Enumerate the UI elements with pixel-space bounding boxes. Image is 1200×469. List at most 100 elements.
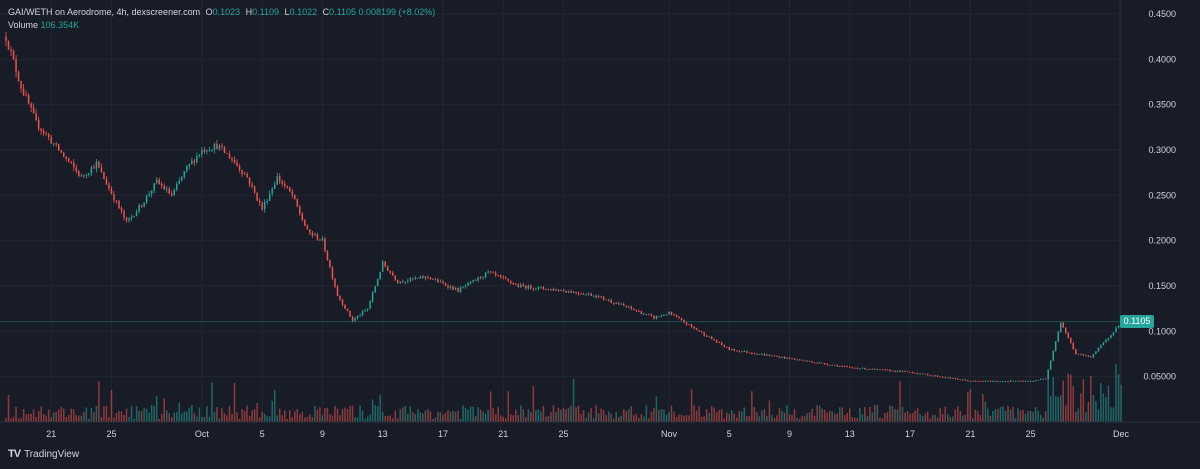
volume-bar [223, 413, 226, 422]
volume-bar [899, 381, 901, 422]
volume-bar [1042, 417, 1044, 422]
volume-bar [369, 414, 371, 422]
candle-body [140, 205, 143, 207]
volume-bar [605, 415, 607, 422]
volume-bar [919, 413, 921, 422]
candle-body [1102, 342, 1105, 346]
candle-body [253, 186, 256, 193]
volume-bar [63, 408, 65, 422]
candle-body [849, 366, 851, 368]
volume-bar [25, 414, 27, 422]
candle-body [663, 315, 665, 316]
volume-bar [407, 413, 409, 422]
x-tick-label: 25 [1026, 429, 1036, 439]
candle-body [1075, 349, 1077, 355]
volume-bar [773, 417, 776, 422]
volume-bar [374, 405, 376, 422]
candle-body [128, 218, 130, 221]
candle-body [889, 369, 891, 372]
volume-bar [921, 415, 924, 422]
volume-bar [326, 407, 329, 422]
volume-bar [1052, 376, 1054, 422]
volume-bar [828, 410, 831, 422]
volume-bar [783, 412, 786, 422]
candle-body [758, 354, 761, 356]
candle-body [612, 302, 615, 304]
volume-bar [429, 411, 432, 422]
candle-body [643, 314, 645, 315]
volume-bar [20, 418, 22, 422]
tradingview-logo[interactable]: TV TradingView [8, 448, 79, 460]
candle-body [803, 360, 806, 362]
volume-bar [640, 414, 643, 422]
candle-body [60, 150, 62, 153]
candle-body [640, 311, 643, 315]
tradingview-label: TradingView [24, 448, 80, 460]
volume-bar [731, 410, 733, 422]
volume-bar [246, 405, 248, 422]
candle-body [454, 288, 457, 290]
candle-body [339, 295, 341, 300]
candle-body [565, 290, 567, 293]
candle-body [600, 296, 602, 298]
volume-bar [153, 406, 155, 422]
volume-bar [417, 409, 419, 422]
volume-bar [1105, 396, 1107, 422]
candle-body [962, 379, 964, 381]
volume-bar [743, 407, 746, 422]
volume-bar [231, 413, 233, 422]
volume-bar [648, 418, 650, 422]
volume-bar [278, 408, 281, 422]
volume-bar [371, 399, 374, 422]
volume-bar [163, 398, 165, 422]
x-tick-label: 9 [787, 429, 792, 439]
volume-bar [866, 415, 869, 422]
candle-body [874, 368, 876, 370]
candle-body [655, 316, 658, 319]
volume-bar [580, 413, 582, 422]
candle-body [472, 280, 474, 282]
candle-body [547, 288, 550, 290]
candle-body [294, 195, 296, 199]
volume-bar [929, 418, 931, 422]
candle-body [479, 277, 482, 279]
candle-body [557, 289, 560, 291]
volume-bar [690, 389, 693, 422]
candle-body [675, 315, 678, 318]
volume-bar [434, 417, 437, 422]
volume-bar [698, 405, 700, 422]
volume-bar [1019, 410, 1022, 422]
volume-bar [522, 409, 525, 422]
volume-bar [532, 385, 535, 422]
candle-body [1080, 353, 1082, 355]
candle-body [186, 165, 188, 172]
volume-bar [497, 406, 499, 422]
candle-body [196, 156, 198, 163]
volume-bar [831, 411, 833, 422]
volume-bar [1014, 418, 1017, 422]
volume-bar [5, 417, 7, 422]
volume-bar [849, 408, 851, 422]
candle-body [268, 193, 271, 201]
volume-bar [891, 406, 894, 422]
candle-body [590, 293, 592, 296]
volume-bar [449, 411, 452, 422]
volume-line: Volume 106.354K [8, 19, 435, 32]
volume-bar [386, 416, 389, 422]
volume-bar [982, 393, 984, 422]
volume-bar [1090, 376, 1092, 422]
candle-body [120, 207, 123, 212]
volume-bar [1065, 405, 1067, 422]
volume-bar [808, 412, 811, 422]
candle-body [1067, 333, 1070, 338]
candle-body [168, 188, 170, 194]
candle-body [994, 381, 997, 382]
candle-body [35, 113, 37, 120]
x-tick-label: 25 [558, 429, 568, 439]
candle-body [271, 188, 273, 194]
candle-body [1019, 380, 1022, 382]
volume-bar [723, 418, 725, 422]
candle-body [746, 351, 748, 353]
